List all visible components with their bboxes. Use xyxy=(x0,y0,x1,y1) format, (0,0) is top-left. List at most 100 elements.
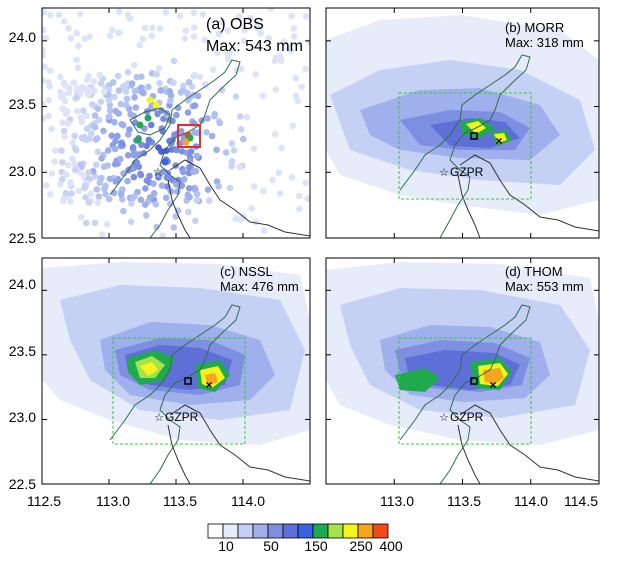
station-dot xyxy=(137,196,145,204)
station-dot xyxy=(46,67,54,74)
star-icon: ☆ xyxy=(154,412,164,424)
station-dot xyxy=(171,131,178,139)
tick-marks xyxy=(41,8,600,485)
station-dot xyxy=(146,96,154,104)
station-dot xyxy=(75,42,82,50)
station-dot xyxy=(290,33,298,40)
station-dot xyxy=(162,9,170,16)
station-dot xyxy=(45,97,53,104)
station-dot xyxy=(136,41,143,49)
station-dot xyxy=(42,115,47,122)
station-dot xyxy=(144,114,152,122)
station-dot xyxy=(184,191,192,199)
station-dot xyxy=(42,77,46,84)
station-dot xyxy=(116,8,123,16)
lon-tick-label: 113.0 xyxy=(96,493,130,509)
station-dot xyxy=(143,212,150,219)
star-icon: ☆ xyxy=(439,412,449,424)
station-dot xyxy=(222,149,230,156)
station-dot xyxy=(109,79,117,86)
station-dot xyxy=(126,126,133,133)
station-dot xyxy=(91,173,99,180)
station-dot xyxy=(114,72,122,80)
station-dot xyxy=(226,50,233,57)
colorbar-labels: 10 50 150 250 400 xyxy=(218,538,403,554)
station-dot xyxy=(130,173,138,181)
station-dot xyxy=(42,63,48,70)
station-dot xyxy=(57,181,64,188)
station-dot xyxy=(100,163,108,171)
station-dot xyxy=(45,112,52,120)
station-dot xyxy=(137,84,145,91)
station-dot xyxy=(83,219,90,227)
station-dot xyxy=(104,147,112,154)
lat-tick-label: 24.0 xyxy=(9,29,36,45)
station-dot xyxy=(85,169,92,176)
station-dot xyxy=(173,146,181,154)
panel-b: × ☆ GZPR (b) MORR Max: 318 mm xyxy=(325,7,600,239)
station-dot xyxy=(138,141,145,149)
station-dot xyxy=(240,135,247,143)
station-dot xyxy=(77,169,84,176)
station-dot xyxy=(96,179,104,186)
station-dot xyxy=(290,25,298,32)
station-label: GZPR xyxy=(165,410,199,424)
station-dot xyxy=(153,223,160,231)
station-dot xyxy=(191,129,198,136)
station-dot xyxy=(71,166,79,174)
station-dot xyxy=(252,218,260,226)
station-dot xyxy=(153,71,160,78)
colorbar-swatch xyxy=(222,523,239,539)
station-dot xyxy=(181,35,189,42)
station-dot xyxy=(128,80,136,87)
station-dot xyxy=(52,147,59,154)
station-dot xyxy=(235,12,243,20)
station-dot xyxy=(64,161,72,169)
lon-tick-label: 112.5 xyxy=(27,493,61,509)
station-dot xyxy=(64,120,72,127)
station-dot xyxy=(42,51,47,59)
station-dot xyxy=(85,199,93,206)
station-dot xyxy=(158,182,166,189)
station-dot xyxy=(46,83,53,90)
panel-c-map-lines xyxy=(109,304,310,484)
station-dot xyxy=(105,195,113,203)
station-dot xyxy=(118,195,126,203)
station-dot xyxy=(92,161,100,169)
colorbar-label: 50 xyxy=(263,538,279,554)
station-dot xyxy=(108,26,116,34)
colorbar-label: 150 xyxy=(304,538,328,554)
station-dot xyxy=(137,170,144,178)
station-dot xyxy=(70,79,78,86)
station-dot xyxy=(201,36,209,44)
station-dot xyxy=(83,112,90,120)
station-dot xyxy=(304,195,310,202)
station-label: GZPR xyxy=(450,410,484,424)
station-dot xyxy=(191,102,199,109)
max-cross-marker: × xyxy=(489,378,496,392)
station-dot xyxy=(132,104,140,111)
station-dot xyxy=(74,64,82,71)
station-dot xyxy=(276,190,284,197)
lat-tick-label: 23.0 xyxy=(9,409,36,425)
station-dot xyxy=(182,138,190,146)
station-dot xyxy=(204,186,212,193)
station-dot xyxy=(206,197,213,204)
colorbar-swatch xyxy=(252,523,269,539)
station-dot xyxy=(142,185,149,192)
station-dot xyxy=(59,119,66,126)
station-dot xyxy=(120,207,127,215)
station-dot xyxy=(59,176,66,183)
station-dot xyxy=(103,221,111,228)
station-dot xyxy=(42,8,48,16)
lon-tick-label: 113.5 xyxy=(163,493,197,509)
station-dot xyxy=(241,26,248,34)
station-dot xyxy=(58,147,65,154)
station-dot xyxy=(67,198,74,205)
lat-tick-label: 23.5 xyxy=(9,96,36,112)
station-dot xyxy=(150,190,158,197)
station-dot xyxy=(181,176,188,183)
station-dot xyxy=(225,56,232,63)
station-dot xyxy=(115,87,123,94)
